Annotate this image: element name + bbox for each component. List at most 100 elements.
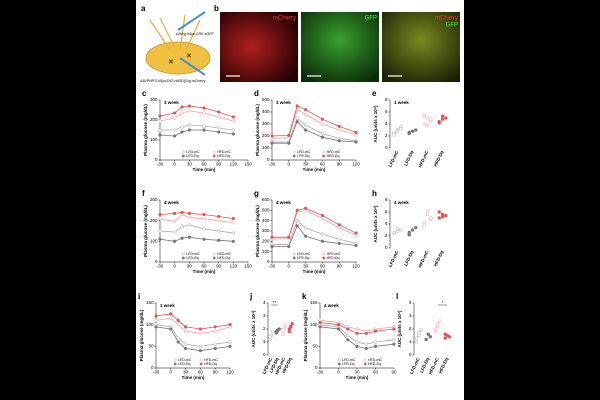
data-point <box>183 325 188 329</box>
panel-label: g <box>254 189 259 198</box>
data-point <box>437 210 441 214</box>
y-tick-label: 4 <box>409 300 412 305</box>
data-point <box>373 340 378 344</box>
data-point <box>354 231 358 235</box>
legend-label: HFD-Dq <box>327 154 340 158</box>
y-axis-label: Plasma glucose (mg/dL) <box>303 309 308 361</box>
legend-label: HFD-Dq <box>327 256 340 260</box>
data-point <box>187 211 191 216</box>
data-point <box>417 331 421 335</box>
x-tick-label: 90 <box>337 264 343 269</box>
data-point <box>281 332 285 336</box>
x-tick-label: 0 <box>173 162 176 167</box>
data-point <box>392 230 396 235</box>
data-point <box>270 235 274 239</box>
data-point <box>303 123 308 127</box>
x-tick-label: LFD-Dq <box>403 150 415 167</box>
data-point <box>354 243 358 248</box>
y-tick-label: 0 <box>155 157 158 162</box>
panel-label: h <box>372 189 377 198</box>
x-axis-label: Time (min) <box>182 375 205 380</box>
data-point <box>187 104 191 108</box>
legend-label: HFD-mC <box>217 252 231 256</box>
panel-label: e <box>372 89 377 98</box>
data-point <box>422 115 426 119</box>
data-point <box>392 338 396 342</box>
legend-marker <box>322 252 326 256</box>
data-point <box>320 232 325 236</box>
data-point <box>337 241 341 246</box>
legend-label: HFD-mC <box>327 150 341 154</box>
legend-label: HFD-Dq <box>204 362 217 366</box>
legend-label: LFD-mC <box>178 358 192 362</box>
y-axis-label: Plasma glucose (mg/dL) <box>143 205 148 257</box>
data-point <box>217 229 221 233</box>
y-tick-label: 0 <box>267 157 270 162</box>
data-point <box>303 128 308 132</box>
y-tick-label: 3 <box>263 313 266 318</box>
x-tick-label: 90 <box>213 370 219 375</box>
legend-marker <box>181 154 185 158</box>
x-tick-label: LFD-Dq <box>403 250 415 267</box>
data-point <box>287 133 291 138</box>
y-axis-label: Plasma glucose (mg/dL) <box>255 104 260 156</box>
data-point <box>187 123 191 127</box>
data-point <box>213 346 217 351</box>
data-point <box>202 124 206 128</box>
legend-label: HFD-mC <box>327 252 341 256</box>
data-point <box>231 128 235 132</box>
y-tick-label: 8 <box>385 97 388 102</box>
data-point <box>217 110 221 114</box>
data-point <box>399 127 403 131</box>
data-point <box>281 328 285 333</box>
legend-label: LFD-mC <box>297 252 311 256</box>
data-point <box>414 128 418 132</box>
data-point <box>187 223 191 227</box>
data-point <box>287 235 291 239</box>
data-point <box>399 228 403 232</box>
data-point <box>318 320 322 325</box>
data-point <box>169 316 173 320</box>
significance-label: * <box>442 300 444 305</box>
y-tick-label: 2 <box>263 326 266 331</box>
x-axis-label: Time (min) <box>303 269 326 274</box>
x-tick-label: -30 <box>269 264 276 269</box>
legend-marker <box>292 256 296 260</box>
annotation: 4 week <box>164 200 179 205</box>
panel-label: i <box>138 292 140 301</box>
x-tick-label: 0 <box>173 264 176 269</box>
y-axis-label: AUC (units x 10⁴) <box>373 105 378 142</box>
y-tick-label: 6 <box>385 109 388 114</box>
data-point <box>426 332 430 336</box>
data-point <box>187 235 191 239</box>
data-point <box>173 230 177 234</box>
vector-label: AAVPHP.S-hSyn-DIO-hM3D(Gq)-mCherry <box>140 79 206 83</box>
data-point <box>202 227 206 231</box>
data-point <box>425 212 430 217</box>
data-point <box>346 333 350 338</box>
data-point <box>158 229 162 233</box>
data-point <box>180 130 184 134</box>
legend-marker <box>337 358 341 362</box>
data-point <box>202 128 206 132</box>
data-point <box>158 133 162 137</box>
y-tick-label: 300 <box>262 228 270 233</box>
legend-label: LFD-mC <box>186 252 200 256</box>
data-point <box>425 116 430 120</box>
data-point <box>198 344 203 348</box>
x-tick-label: 120 <box>226 370 234 375</box>
panel-label: a <box>141 4 146 13</box>
data-point <box>287 327 292 331</box>
data-point <box>173 220 177 224</box>
y-tick-label: 200 <box>262 239 270 244</box>
data-point <box>410 129 415 133</box>
data-point <box>183 346 188 351</box>
x-tick-label: 30 <box>354 370 360 375</box>
data-point <box>268 335 272 339</box>
data-point <box>437 216 441 220</box>
data-point <box>187 109 191 113</box>
data-point <box>283 323 288 327</box>
data-point <box>422 223 426 227</box>
legend-label: HFD-mC <box>204 358 218 362</box>
y-tick-label: 8 <box>385 197 388 202</box>
